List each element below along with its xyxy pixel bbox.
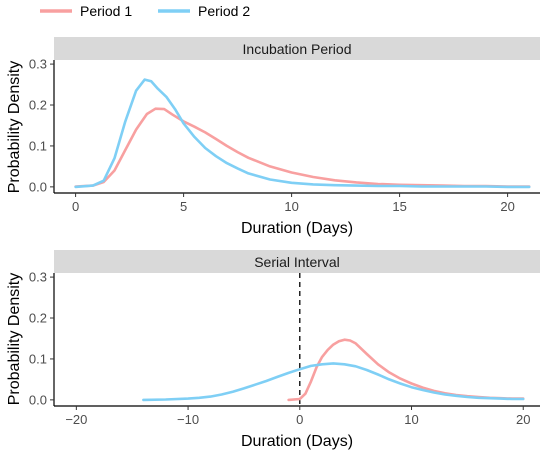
x-tick-label: 10	[404, 412, 418, 427]
panel-title: Serial Interval	[254, 254, 340, 270]
axes: 0.0 0.1 0.2 0.3 0 5 10 15 20	[29, 57, 540, 214]
legend-label-period-2: Period 2	[198, 3, 250, 19]
strip-background	[54, 37, 540, 60]
x-axis-title: Duration (Days)	[241, 433, 353, 450]
series-line-period-1	[74, 107, 531, 188]
y-tick-label: 0.0	[29, 179, 47, 194]
x-tick-label: 15	[392, 199, 406, 214]
panel-incubation-period: Incubation Period 0.0 0.1 0.2 0.3 0 5 10 15 20 D…	[6, 37, 540, 237]
series-lines	[142, 338, 525, 402]
y-tick-label: 0.1	[29, 351, 47, 366]
y-tick-label: 0.3	[29, 270, 47, 285]
x-tick-label: −20	[65, 412, 87, 427]
x-tick-label: 5	[180, 199, 187, 214]
series-line-period-1	[287, 338, 525, 402]
x-tick-label: 20	[516, 412, 530, 427]
panel-serial-interval: Serial Interval 0.00.10.20.3−20 −10 0 10 20 …	[6, 250, 540, 450]
x-tick-label: 0	[296, 412, 303, 427]
x-tick-label: 20	[500, 199, 514, 214]
legend-label-period-1: Period 1	[80, 3, 132, 19]
series-line-period-2	[74, 78, 531, 189]
series-line-period-2	[142, 362, 525, 402]
x-tick-label: 10	[284, 199, 298, 214]
legend: Period 1 Period 2	[40, 3, 250, 19]
strip-background	[54, 250, 540, 273]
x-axis-title: Duration (Days)	[241, 220, 353, 237]
y-axis-title: Probability Density	[6, 273, 23, 406]
axes: 0.0 0.1 0.2 0.3 −20 −10 0 10 20	[29, 270, 540, 427]
panel-title: Incubation Period	[243, 41, 352, 57]
x-tick-label: 0	[72, 199, 79, 214]
y-axis-title: Probability Density	[6, 61, 23, 194]
y-tick-label: 0.0	[29, 392, 47, 407]
x-tick-label: −10	[177, 412, 199, 427]
y-tick-label: 0.2	[29, 311, 47, 326]
y-tick-label: 0.3	[29, 57, 47, 72]
y-tick-label: 0.1	[29, 138, 47, 153]
series-lines	[74, 78, 531, 189]
y-tick-label: 0.2	[29, 98, 47, 113]
